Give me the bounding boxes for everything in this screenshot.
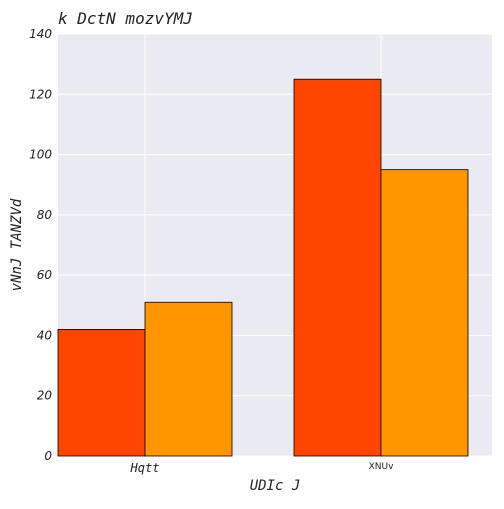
y-tick-label: 60 bbox=[37, 268, 53, 282]
y-tick-label: 80 bbox=[37, 208, 53, 222]
y-tick-labels: 0 20 40 60 80 100 120 140 bbox=[29, 27, 52, 463]
chart-title: k DctN mozvYMJ bbox=[58, 9, 193, 28]
y-tick-label: 0 bbox=[44, 449, 52, 463]
y-tick-label: 40 bbox=[37, 328, 53, 342]
y-tick-label: 20 bbox=[37, 389, 53, 403]
bar-Hqtt-series-2 bbox=[144, 301, 233, 457]
x-tick-label: XNUv bbox=[369, 462, 394, 472]
bar-XNUv-series-2 bbox=[380, 169, 469, 457]
y-axis-label: vNnJ TANZVd bbox=[9, 198, 25, 291]
x-axis-label: UDIc J bbox=[250, 478, 301, 494]
bars bbox=[57, 78, 469, 457]
bar-XNUv-series-1 bbox=[293, 78, 382, 457]
x-tick-label: Hqtt bbox=[130, 461, 160, 475]
x-tick-labels: Hqtt XNUv bbox=[130, 461, 395, 475]
y-tick-label: 100 bbox=[29, 148, 52, 162]
y-tick-label: 140 bbox=[29, 27, 52, 41]
bar-Hqtt-series-1 bbox=[57, 328, 146, 457]
y-tick-label: 120 bbox=[29, 87, 52, 101]
